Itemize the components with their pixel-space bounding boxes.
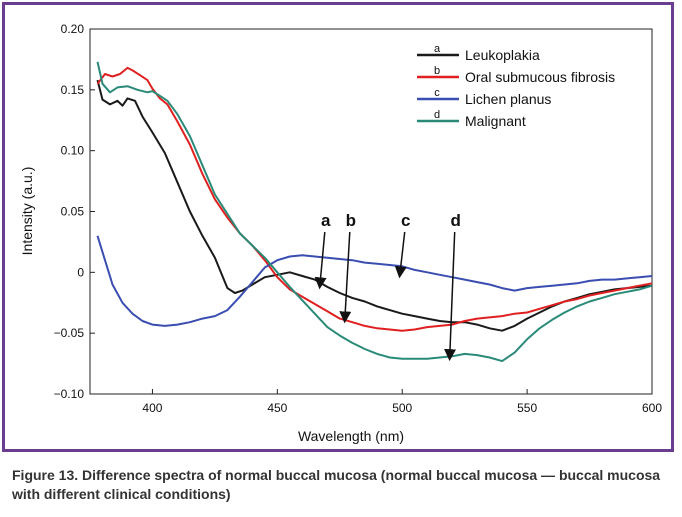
y-tick-label: −0.10 <box>54 387 85 401</box>
y-tick-label: −0.05 <box>54 326 85 340</box>
y-tick-label: 0.15 <box>61 83 85 97</box>
y-tick-label: 0 <box>77 265 84 279</box>
y-tick-label: 0.20 <box>61 22 85 36</box>
x-tick-label: 600 <box>642 401 662 415</box>
x-tick-label: 450 <box>267 401 287 415</box>
annotation-arrow-c <box>394 231 407 279</box>
series-line-b <box>96 66 653 332</box>
legend-letter-c: c <box>434 87 440 99</box>
y-tick-label: 0.05 <box>61 205 85 219</box>
series-line-a <box>96 79 653 332</box>
legend-label-d: Malignant <box>465 113 526 129</box>
legend-label-b: Oral submucous fibrosis <box>465 69 615 85</box>
legend: a Leukoplakia b Oral submucous fibrosis c Lic… <box>417 43 615 129</box>
annotation-label-d: d <box>450 211 460 230</box>
figure-caption: Figure 13. Difference spectra of normal … <box>12 467 661 502</box>
y-axis-label: Intensity (a.u.) <box>19 167 35 256</box>
x-tick-label: 400 <box>142 401 162 415</box>
legend-letter-b: b <box>434 65 440 77</box>
x-tick-label: 550 <box>517 401 537 415</box>
legend-letter-d: d <box>434 109 440 121</box>
annotation-label-c: c <box>401 211 410 230</box>
annotation-arrow-d <box>444 231 457 362</box>
annotation-label-a: a <box>321 211 331 230</box>
series-line-c <box>96 235 653 327</box>
annotation-label-b: b <box>346 211 356 230</box>
difference-spectra-chart: 400 450 500 550 600 −0.10 −0.05 0 0.05 0.10 0.15 0.… <box>19 22 662 444</box>
legend-letter-a: a <box>434 43 441 55</box>
x-axis-label: Wavelength (nm) <box>298 428 404 444</box>
series-line-d <box>96 61 653 363</box>
x-tick-label: 500 <box>392 401 412 415</box>
legend-label-c: Lichen planus <box>465 91 551 107</box>
annotation-arrow-b <box>339 231 352 324</box>
y-tick-label: 0.10 <box>61 144 85 158</box>
legend-label-a: Leukoplakia <box>465 47 540 63</box>
annotation-arrow-a <box>314 231 327 290</box>
